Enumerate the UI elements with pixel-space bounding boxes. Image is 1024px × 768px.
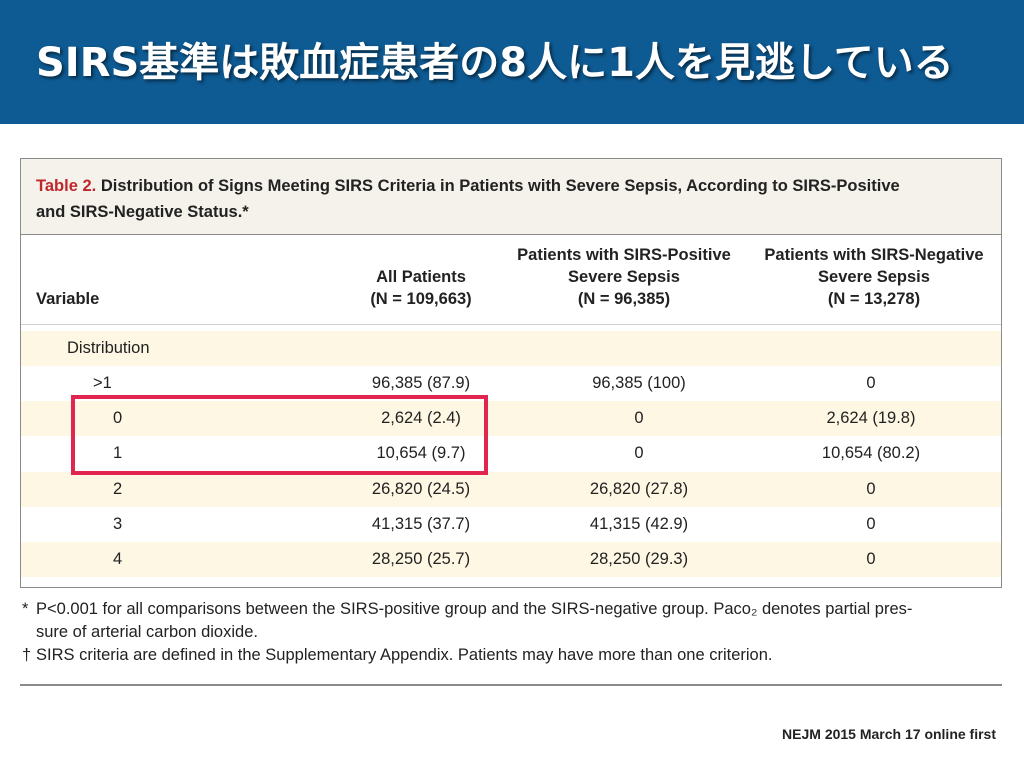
table-header: Variable All Patients (N = 109,663) Pati… — [21, 235, 1001, 325]
table-row: 0 2,624 (2.4) 0 2,624 (19.8) — [21, 401, 1001, 436]
table-row: 2 26,820 (24.5) 26,820 (27.8) 0 — [21, 472, 1001, 507]
row-sirs-positive: 26,820 (27.8) — [589, 480, 689, 498]
header-all-patients: All Patients (N = 109,663) — [321, 266, 521, 310]
row-sirs-positive: 41,315 (42.9) — [589, 515, 689, 533]
row-sirs-positive: 28,250 (29.3) — [589, 550, 689, 568]
table-caption-text-line1: Distribution of Signs Meeting SIRS Crite… — [100, 177, 900, 195]
header-all-line1: All Patients — [376, 268, 466, 286]
row-variable: 1 — [113, 444, 123, 462]
row-all-patients: 10,654 (9.7) — [376, 444, 466, 462]
divider — [20, 684, 1002, 686]
footnotes: * P<0.001 for all comparisons between th… — [22, 598, 1012, 667]
footnote-mark: † — [22, 646, 32, 664]
source-citation: NEJM 2015 March 17 online first — [782, 726, 996, 742]
row-sirs-negative: 0 — [866, 374, 876, 392]
header-neg-line2: Severe Sepsis — [818, 268, 930, 286]
header-all-line2: (N = 109,663) — [370, 290, 472, 308]
table-row: 3 41,315 (37.7) 41,315 (42.9) 0 — [21, 507, 1001, 542]
footnote-line: P<0.001 for all comparisons between the … — [36, 600, 913, 618]
header-sirs-positive: Patients with SIRS-Positive Severe Sepsi… — [499, 244, 749, 310]
header-pos-line3: (N = 96,385) — [577, 290, 671, 308]
footnote-mark: * — [22, 600, 29, 618]
row-sirs-positive: 0 — [634, 444, 644, 462]
row-sirs-negative: 2,624 (19.8) — [826, 409, 916, 427]
footnote: † SIRS criteria are defined in the Suppl… — [22, 644, 1012, 667]
section-label: Distribution — [67, 339, 150, 357]
row-variable: 0 — [113, 409, 123, 427]
footnote: * P<0.001 for all comparisons between th… — [22, 598, 1012, 644]
row-variable: 3 — [113, 515, 123, 533]
row-sirs-negative: 0 — [866, 480, 876, 498]
row-sirs-negative: 10,654 (80.2) — [821, 444, 921, 462]
row-sirs-positive: 0 — [634, 409, 644, 427]
header-variable: Variable — [36, 290, 100, 308]
header-pos-line1: Patients with SIRS-Positive — [517, 246, 731, 264]
row-variable: 2 — [113, 480, 123, 498]
slide-title: SIRS基準は敗血症患者の8人に1人を見逃している — [36, 40, 954, 86]
table-row: >1 96,385 (87.9) 96,385 (100) 0 — [21, 366, 1001, 401]
row-all-patients: 28,250 (25.7) — [371, 550, 471, 568]
table-caption: Table 2. Distribution of Signs Meeting S… — [21, 159, 1001, 235]
row-variable: >1 — [93, 374, 112, 392]
row-sirs-positive: 96,385 (100) — [592, 374, 686, 392]
header-pos-line2: Severe Sepsis — [568, 268, 680, 286]
table-caption-label: Table 2. — [36, 177, 97, 195]
title-bar: SIRS基準は敗血症患者の8人に1人を見逃している — [0, 0, 1024, 124]
row-variable: 4 — [113, 550, 123, 568]
table-row: 4 28,250 (25.7) 28,250 (29.3) 0 — [21, 542, 1001, 577]
header-neg-line1: Patients with SIRS-Negative — [764, 246, 984, 264]
table-row: 1 10,654 (9.7) 0 10,654 (80.2) — [21, 436, 1001, 471]
data-table: Table 2. Distribution of Signs Meeting S… — [20, 158, 1002, 588]
row-sirs-negative: 0 — [866, 550, 876, 568]
row-all-patients: 26,820 (24.5) — [371, 480, 471, 498]
header-sirs-negative: Patients with SIRS-Negative Severe Sepsi… — [749, 244, 999, 310]
header-neg-line3: (N = 13,278) — [827, 290, 921, 308]
table-caption-text-line2: and SIRS-Negative Status.* — [36, 203, 249, 221]
footnote-line: sure of arterial carbon dioxide. — [36, 623, 258, 641]
row-all-patients: 41,315 (37.7) — [371, 515, 471, 533]
highlight-box — [71, 395, 488, 475]
row-sirs-negative: 0 — [866, 515, 876, 533]
footnote-line: SIRS criteria are defined in the Supplem… — [36, 646, 773, 664]
section-row-distribution: Distribution — [21, 331, 1001, 366]
row-all-patients: 96,385 (87.9) — [371, 374, 471, 392]
row-all-patients: 2,624 (2.4) — [381, 409, 461, 427]
